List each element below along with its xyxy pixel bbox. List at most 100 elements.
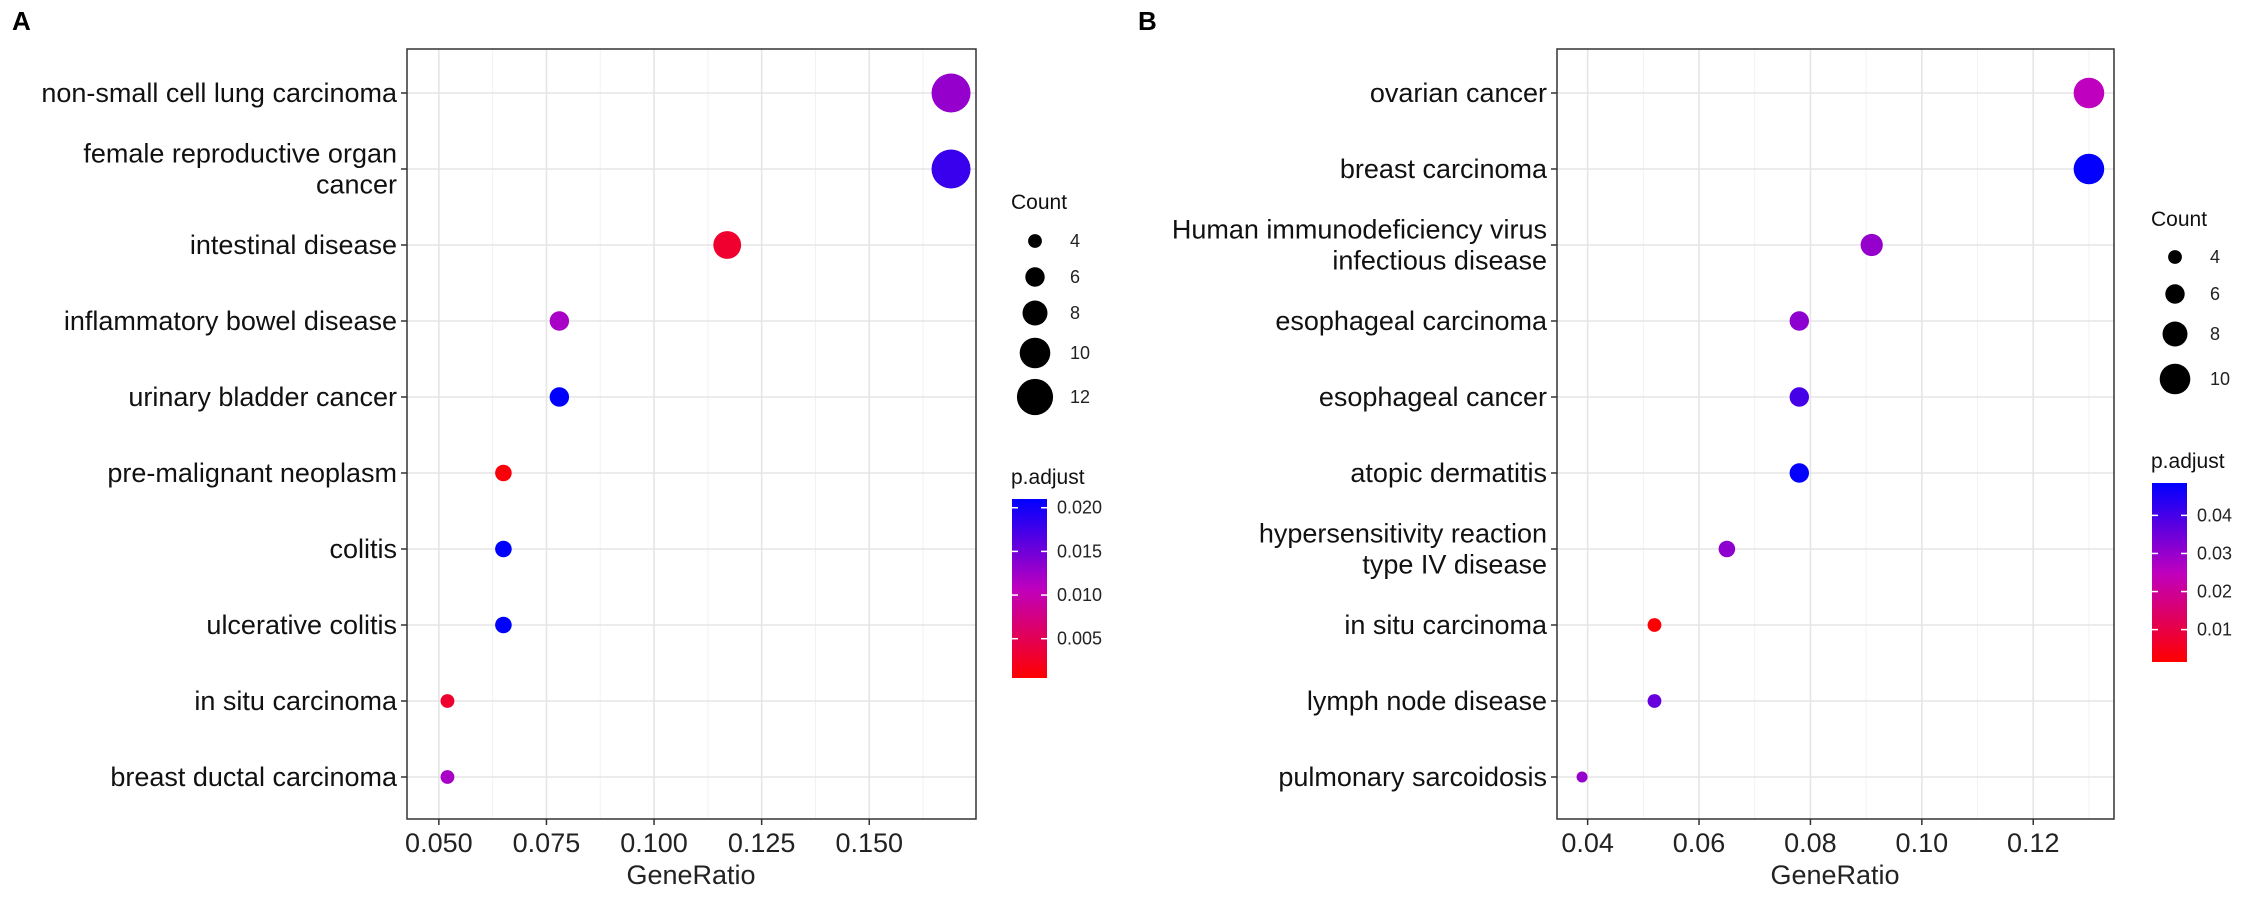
data-point xyxy=(440,770,455,784)
count-legend-label: 10 xyxy=(2210,369,2230,389)
data-point xyxy=(2073,77,2105,109)
count-legend: Count 4 6 8 10 xyxy=(2151,208,2230,395)
count-legend-key xyxy=(1028,234,1042,248)
count-legend: Count 4 6 8 10 12 xyxy=(1011,191,1090,416)
data-point xyxy=(440,694,455,708)
plot-border xyxy=(406,48,977,820)
data-point xyxy=(1789,387,1809,407)
p-adjust-legend-label: 0.020 xyxy=(1057,498,1102,518)
count-legend-key xyxy=(1025,267,1045,287)
x-tick-label: 0.150 xyxy=(835,828,903,858)
plot-background xyxy=(407,49,976,819)
p-adjust-legend: p.adjust 0.005 0.010 0.015 0.020 xyxy=(1011,466,1102,678)
count-legend-key xyxy=(2168,250,2182,264)
y-tick-label: pre-malignant neoplasm xyxy=(107,458,397,488)
p-adjust-legend-label: 0.04 xyxy=(2197,505,2232,525)
y-tick-label: breast ductal carcinoma xyxy=(110,762,398,792)
data-point xyxy=(931,73,971,113)
y-tick-label: infectious disease xyxy=(1332,246,1547,276)
p-adjust-legend-label: 0.02 xyxy=(2197,582,2232,602)
p-adjust-legend-title: p.adjust xyxy=(2151,450,2225,473)
data-point xyxy=(1647,618,1662,632)
count-legend-key xyxy=(1016,378,1054,416)
panel-label: A xyxy=(12,6,31,36)
count-legend-key xyxy=(2165,284,2185,304)
p-adjust-legend-label: 0.015 xyxy=(1057,541,1102,561)
count-legend-label: 4 xyxy=(1070,231,1080,251)
x-tick-label: 0.075 xyxy=(513,828,581,858)
y-tick-label: hypersensitivity reaction xyxy=(1259,519,1547,549)
points xyxy=(440,73,971,784)
p-adjust-legend-label: 0.005 xyxy=(1057,629,1102,649)
y-tick-label: Human immunodeficiency virus xyxy=(1172,215,1547,245)
y-tick-labels: ovarian cancer breast carcinoma Human immu… xyxy=(1172,78,1557,792)
y-tick-label: lymph node disease xyxy=(1307,686,1547,716)
count-legend-title: Count xyxy=(2151,208,2207,231)
y-tick-label: pulmonary sarcoidosis xyxy=(1278,762,1547,792)
x-tick-label: 0.12 xyxy=(2007,828,2060,858)
panel-a: A non-small cell lung carcinoma female re… xyxy=(12,6,1102,890)
data-point xyxy=(549,311,570,331)
p-adjust-legend-label: 0.01 xyxy=(2197,620,2232,640)
count-legend-key xyxy=(2162,321,2188,347)
p-adjust-legend-label: 0.03 xyxy=(2197,543,2232,563)
x-tick-label: 0.10 xyxy=(1896,828,1949,858)
data-point xyxy=(2073,153,2105,185)
x-tick-labels: 0.04 0.06 0.08 0.10 0.12 xyxy=(1561,819,2060,858)
count-legend-key xyxy=(2159,363,2191,395)
x-tick-labels: 0.050 0.075 0.100 0.125 0.150 xyxy=(405,819,903,858)
count-legend-label: 4 xyxy=(2210,247,2220,267)
plot-background xyxy=(1557,49,2114,819)
x-tick-label: 0.08 xyxy=(1784,828,1837,858)
y-tick-label: urinary bladder cancer xyxy=(128,382,397,412)
count-legend-key xyxy=(1022,300,1048,326)
x-tick-label: 0.04 xyxy=(1561,828,1614,858)
y-tick-label: non-small cell lung carcinoma xyxy=(41,78,398,108)
data-point xyxy=(1789,311,1809,331)
count-legend-label: 8 xyxy=(1070,303,1080,323)
y-tick-label: colitis xyxy=(329,534,397,564)
x-tick-label: 0.125 xyxy=(728,828,796,858)
count-legend-label: 8 xyxy=(2210,324,2220,344)
x-axis-title: GeneRatio xyxy=(626,860,755,890)
data-point xyxy=(1860,233,1883,257)
count-legend-label: 10 xyxy=(1070,343,1090,363)
y-tick-label: ulcerative colitis xyxy=(206,610,397,640)
data-point xyxy=(495,616,512,634)
panel-b: B ovarian cancer breast carcinoma Human im… xyxy=(1138,6,2232,890)
y-tick-label: in situ carcinoma xyxy=(194,686,398,716)
count-legend-label: 6 xyxy=(1070,267,1080,287)
y-tick-label: esophageal carcinoma xyxy=(1275,306,1548,336)
plot-border xyxy=(1556,48,2115,820)
gridlines xyxy=(407,49,976,819)
points xyxy=(1576,77,2105,783)
count-legend-label: 12 xyxy=(1070,387,1090,407)
y-tick-label: intestinal disease xyxy=(190,230,397,260)
y-tick-label: breast carcinoma xyxy=(1340,154,1548,184)
y-tick-label: type IV disease xyxy=(1362,550,1547,580)
x-tick-label: 0.06 xyxy=(1673,828,1726,858)
y-tick-label: esophageal cancer xyxy=(1319,382,1547,412)
data-point xyxy=(931,149,971,189)
p-adjust-colorbar xyxy=(1012,499,1047,678)
y-tick-label: in situ carcinoma xyxy=(1344,610,1548,640)
y-tick-label: cancer xyxy=(316,170,397,200)
data-point xyxy=(495,464,512,482)
y-tick-label: female reproductive organ xyxy=(83,139,397,169)
y-tick-label: inflammatory bowel disease xyxy=(64,306,397,336)
x-axis-title: GeneRatio xyxy=(1770,860,1899,890)
y-tick-label: atopic dermatitis xyxy=(1350,458,1547,488)
count-legend-title: Count xyxy=(1011,191,1067,214)
count-legend-label: 6 xyxy=(2210,284,2220,304)
data-point xyxy=(549,387,570,407)
data-point xyxy=(1647,694,1662,708)
y-tick-labels: non-small cell lung carcinoma female repr… xyxy=(41,78,407,792)
data-point xyxy=(495,540,512,558)
data-point xyxy=(1718,540,1736,558)
count-legend-key xyxy=(1019,337,1051,369)
y-tick-label: ovarian cancer xyxy=(1370,78,1547,108)
p-adjust-legend: p.adjust 0.01 0.02 0.03 0.04 xyxy=(2151,450,2232,662)
x-tick-label: 0.050 xyxy=(405,828,473,858)
